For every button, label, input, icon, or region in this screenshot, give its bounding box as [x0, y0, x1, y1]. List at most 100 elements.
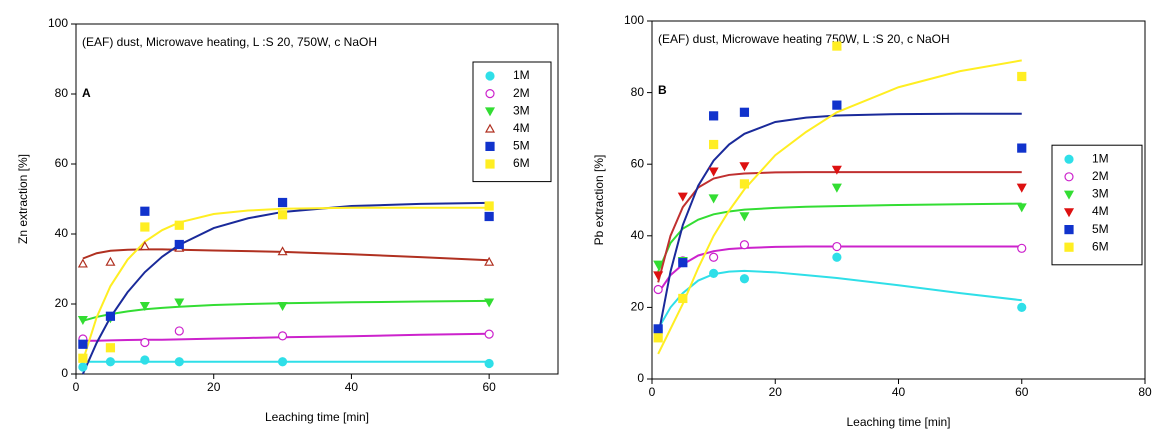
data-point — [174, 326, 184, 336]
data-point — [484, 256, 495, 266]
legend-label: 3M — [1092, 187, 1109, 201]
data-point — [1017, 243, 1027, 253]
data-point — [78, 353, 88, 363]
legend-marker — [485, 88, 495, 99]
data-point — [709, 268, 719, 278]
data-point — [709, 111, 719, 121]
data-point — [174, 298, 185, 308]
fit-curve — [657, 269, 1022, 330]
y-tick-label: 80 — [55, 86, 69, 100]
data-point — [277, 197, 288, 208]
legend-label: 6M — [513, 156, 530, 170]
data-point — [678, 293, 688, 304]
data-point — [277, 331, 288, 341]
data-point — [277, 357, 288, 367]
x-tick-label: 20 — [207, 380, 221, 394]
data-point — [139, 241, 150, 251]
y-axis-label: Zn extraction [%] — [16, 154, 30, 244]
x-tick-label: 20 — [769, 385, 783, 399]
data-point — [105, 343, 116, 353]
legend-marker — [485, 159, 495, 169]
data-point — [739, 162, 750, 172]
legend-label: 2M — [513, 86, 530, 100]
data-point — [653, 333, 663, 343]
annotation: (EAF) dust, Microwave heating 750W, L :S… — [658, 32, 950, 46]
data-point — [653, 284, 663, 295]
data-point — [739, 179, 750, 189]
legend-label: 1M — [1092, 151, 1109, 165]
data-point — [174, 220, 184, 230]
annotation: (EAF) dust, Microwave heating, L :S 20, … — [82, 35, 377, 49]
panel-label: B — [658, 83, 667, 97]
data-point — [105, 357, 116, 367]
x-tick-label: 60 — [482, 380, 496, 394]
data-point — [831, 183, 842, 193]
data-point — [1017, 302, 1027, 312]
data-point — [678, 258, 688, 268]
data-point — [739, 212, 750, 222]
data-point — [174, 357, 184, 367]
data-point — [484, 211, 494, 222]
data-point — [832, 100, 842, 110]
legend-marker — [1064, 225, 1074, 235]
x-tick-label: 60 — [1015, 385, 1029, 399]
data-point — [277, 301, 288, 311]
y-axis-label: Pb extraction [%] — [592, 155, 606, 246]
data-point — [140, 206, 150, 216]
x-tick-label: 80 — [1138, 385, 1152, 399]
fit-curve — [657, 112, 1022, 337]
data-point — [709, 252, 719, 262]
y-tick-label: 0 — [61, 366, 68, 380]
data-point — [484, 358, 494, 369]
data-point — [484, 329, 494, 339]
y-tick-label: 40 — [631, 228, 645, 242]
data-point — [677, 192, 688, 202]
data-point — [105, 311, 116, 321]
y-tick-label: 0 — [637, 371, 644, 385]
data-point — [77, 315, 88, 325]
data-point — [708, 167, 719, 177]
legend-label: 2M — [1092, 169, 1109, 183]
x-tick-label: 40 — [892, 385, 906, 399]
legend-marker — [484, 123, 496, 133]
legend-box — [472, 61, 552, 183]
legend-label: 5M — [513, 139, 530, 153]
plot-frame — [75, 23, 559, 375]
x-tick-label: 40 — [345, 380, 359, 394]
data-point — [653, 271, 664, 281]
legend-label: 6M — [1092, 239, 1109, 253]
data-point — [140, 355, 150, 365]
legend-label: 4M — [513, 121, 530, 135]
legend-marker — [1064, 154, 1074, 164]
legend-label: 3M — [513, 103, 530, 117]
data-point — [78, 339, 88, 349]
data-point — [277, 210, 288, 220]
x-tick-label: 0 — [73, 380, 80, 394]
data-point — [709, 139, 719, 150]
y-tick-label: 20 — [631, 300, 645, 314]
data-point — [78, 362, 88, 372]
data-point — [140, 222, 150, 232]
y-tick-label: 40 — [55, 226, 69, 240]
data-point — [739, 240, 750, 250]
data-point — [832, 41, 842, 51]
data-point — [139, 301, 150, 311]
y-tick-label: 60 — [55, 156, 69, 170]
data-point — [1016, 203, 1027, 213]
data-point — [832, 241, 842, 252]
y-tick-label: 100 — [624, 13, 644, 27]
y-tick-label: 80 — [631, 85, 645, 99]
x-axis-label: Leaching time [min] — [265, 410, 369, 424]
fit-curve — [657, 171, 1022, 283]
x-tick-label: 0 — [649, 385, 656, 399]
data-point — [653, 324, 663, 334]
data-point — [708, 194, 719, 204]
data-point — [484, 201, 494, 211]
data-point — [277, 246, 288, 256]
fit-curve — [657, 59, 1022, 355]
data-point — [739, 107, 750, 117]
data-point — [739, 274, 750, 284]
legend-marker — [485, 141, 495, 151]
legend-marker — [1063, 208, 1075, 218]
y-tick-label: 60 — [631, 156, 645, 170]
